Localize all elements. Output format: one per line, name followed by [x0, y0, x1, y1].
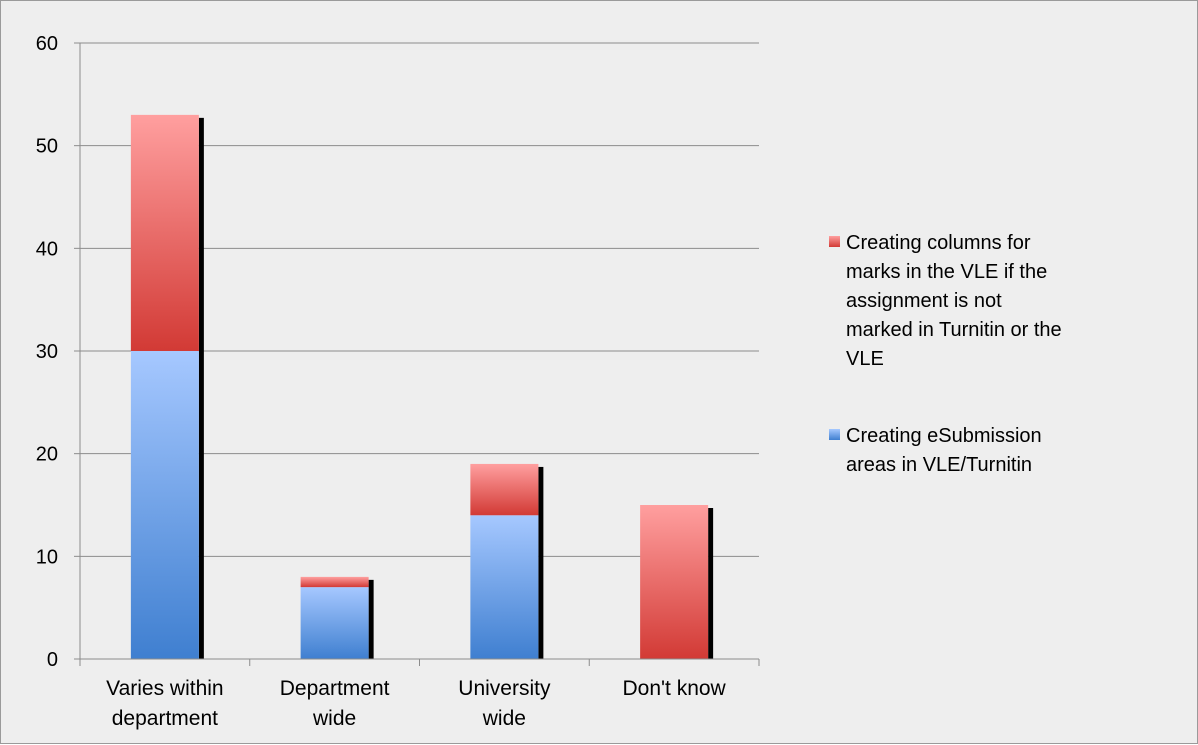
legend-marker: [829, 429, 840, 440]
bar-segment-series-2: [300, 576, 369, 588]
legend: Creating columns for marks in the VLE if …: [829, 232, 1062, 476]
bar-segment-series-2: [640, 505, 709, 659]
x-category-labels: Varies within department Department wide Uni…: [106, 677, 726, 730]
y-tick-label: 50: [36, 136, 58, 158]
bar-segment-series-1: [470, 515, 539, 659]
bar-segment-series-2: [470, 463, 539, 516]
bar-shadow: [198, 117, 204, 659]
x-category-label: University wide: [458, 677, 551, 730]
x-category-label: Department wide: [280, 677, 390, 730]
bar-segment-series-1: [130, 351, 199, 659]
bar-shadows: [198, 117, 714, 659]
x-category-label: Don't know: [623, 677, 727, 700]
bars: [130, 114, 709, 659]
y-tick-label: 60: [36, 33, 58, 55]
x-category-label: Varies within department: [106, 677, 224, 730]
y-tick-label: 40: [36, 238, 58, 260]
bar-shadow: [708, 508, 714, 659]
bar-shadow: [368, 579, 374, 659]
bar-segment-series-1: [300, 587, 369, 659]
legend-label: Creating columns for marks in the VLE if …: [846, 232, 1062, 370]
y-tick-label: 10: [36, 546, 58, 568]
y-tick-label: 30: [36, 341, 58, 363]
legend-marker: [829, 236, 840, 247]
y-tick-labels: 0 10 20 30 40 50 60: [36, 33, 58, 671]
bar-segment-series-2: [130, 114, 199, 351]
y-tick-label: 20: [36, 444, 58, 466]
axes: [74, 42, 760, 666]
bar-shadow: [538, 466, 544, 659]
legend-label: Creating eSubmission areas in VLE/Turniti…: [846, 425, 1042, 476]
y-tick-label: 0: [47, 649, 58, 671]
